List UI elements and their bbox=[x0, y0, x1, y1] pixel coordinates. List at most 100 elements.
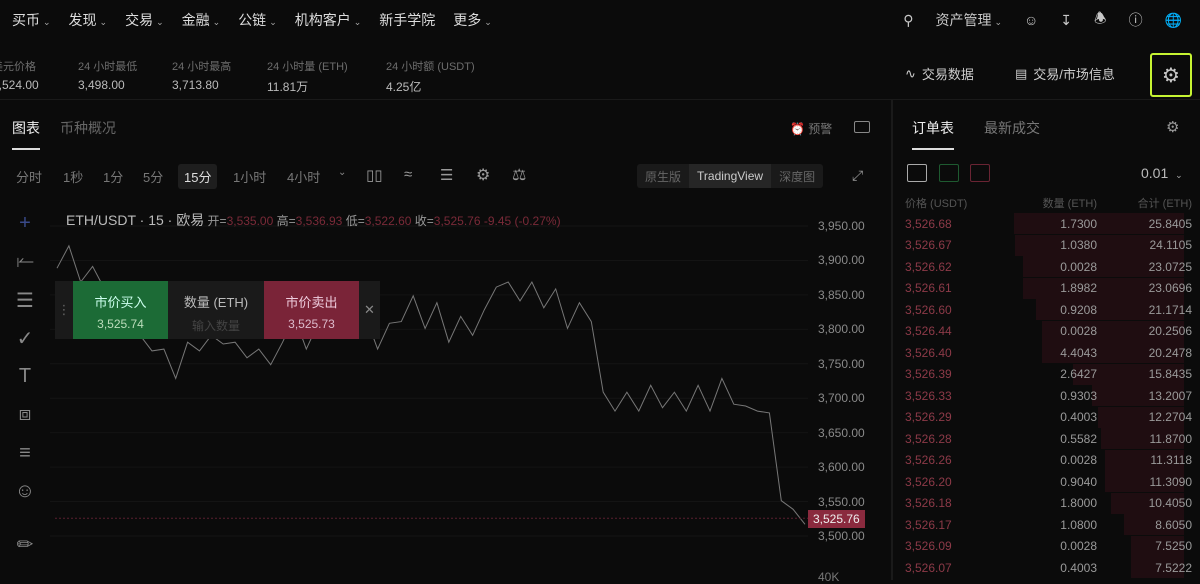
orderbook-row[interactable]: 3,526.62 0.0028 23.0725 bbox=[905, 256, 1192, 278]
interval-1[interactable]: 1秒 bbox=[63, 170, 84, 185]
nav-item[interactable]: 金融 ⌄ bbox=[181, 12, 221, 28]
search-icon[interactable]: ⚲ bbox=[903, 11, 914, 28]
depth-bar bbox=[1100, 428, 1184, 450]
orderbook-row[interactable]: 3,526.28 0.5582 11.8700 bbox=[905, 428, 1192, 450]
projection-icon[interactable]: ≡ bbox=[19, 442, 31, 464]
nav-item[interactable]: 新手学院 bbox=[379, 12, 436, 28]
orderbook-row[interactable]: 3,526.68 1.7300 25.8405 bbox=[905, 213, 1192, 235]
interval-0[interactable]: 分时 bbox=[16, 170, 43, 185]
orderbook-row[interactable]: 3,526.60 0.9208 21.1714 bbox=[905, 299, 1192, 321]
stat-item: 24 小时最低 3,498.00 bbox=[78, 61, 138, 92]
bell-icon[interactable]: 🕭 bbox=[1094, 10, 1107, 26]
depth-bar bbox=[1104, 449, 1184, 471]
market-sell-button[interactable]: 市价卖出 3,525.73 bbox=[264, 281, 359, 339]
tick-size-dropdown[interactable]: 0.01 ⌄ bbox=[1141, 165, 1183, 181]
interval-4[interactable]: 15分 bbox=[178, 164, 218, 189]
interval-2[interactable]: 1分 bbox=[103, 170, 124, 185]
orderbook-row[interactable]: 3,526.39 2.6427 15.8435 bbox=[905, 363, 1192, 386]
y-axis-label: 3,950.00 bbox=[818, 219, 865, 233]
nav-item[interactable]: 机构客户 ⌄ bbox=[294, 12, 362, 28]
text-icon[interactable]: T bbox=[18, 365, 32, 387]
chevron-down-icon: ⌄ bbox=[156, 17, 164, 27]
nav-item[interactable]: 公链 ⌄ bbox=[238, 12, 277, 28]
orderbook-row[interactable]: 3,526.29 0.4003 12.2704 bbox=[905, 406, 1192, 429]
help-icon[interactable]: ⓘ bbox=[1128, 12, 1143, 28]
download-icon[interactable]: ↧ bbox=[1060, 11, 1073, 28]
nav-item[interactable]: 交易 ⌄ bbox=[125, 12, 164, 28]
orderbook-row[interactable]: 3,526.20 0.9040 11.3090 bbox=[905, 471, 1192, 493]
y-axis-label: 3,650.00 bbox=[818, 425, 865, 440]
view-option[interactable]: 原生版 bbox=[645, 169, 682, 184]
top-nav: 买币 ⌄ 发现 ⌄ 交易 ⌄ 金融 ⌄ 公链 ⌄ 机构客户 ⌄ 新手学院 更多 ⌄ bbox=[0, 0, 1200, 40]
quantity-input[interactable]: 数量 (ETH) 输入数量 bbox=[183, 295, 249, 333]
orderbook-row[interactable]: 3,526.18 1.8000 10.4050 bbox=[905, 492, 1192, 515]
price-chart[interactable] bbox=[0, 200, 890, 580]
interval-3[interactable]: 5分 bbox=[143, 170, 164, 185]
scale-icon[interactable]: ⚖ bbox=[512, 167, 527, 184]
crosshair-icon[interactable]: + bbox=[19, 212, 31, 234]
interval-5[interactable]: 1小时 bbox=[233, 170, 267, 185]
chevron-down-icon: ⌄ bbox=[1175, 170, 1183, 180]
orderbook-row[interactable]: 3,526.33 0.9303 13.2007 bbox=[905, 385, 1192, 407]
price-line bbox=[56, 244, 806, 525]
asks-only-icon[interactable] bbox=[970, 164, 990, 182]
chart-legend: ETH/USDT · 15 · 欧易 开=3,535.00 高=3,536.93… bbox=[66, 212, 561, 228]
fib-icon[interactable]: ☰ bbox=[16, 290, 34, 312]
orderbook-header: 价格 (USDT) 数量 (ETH) 合计 (ETH) bbox=[905, 197, 1192, 210]
globe-icon[interactable]: 🌐 bbox=[1164, 11, 1182, 28]
divider bbox=[0, 99, 1200, 100]
drag-handle-icon[interactable]: ⋮ bbox=[57, 302, 71, 317]
depth-bar bbox=[1035, 299, 1184, 321]
chevron-down-icon: ⌄ bbox=[43, 17, 51, 27]
emoji-icon[interactable]: ☺ bbox=[14, 480, 36, 502]
bids-only-icon[interactable] bbox=[939, 164, 959, 182]
tab-overview[interactable]: 币种概况 bbox=[60, 120, 116, 136]
orderbook-row[interactable]: 3,526.09 0.0028 7.5250 bbox=[905, 535, 1192, 558]
market-buy-button[interactable]: 市价买入 3,525.74 bbox=[73, 281, 168, 339]
quick-trade-panel: ⋮ 市价买入 3,525.74 数量 (ETH) 输入数量 市价卖出 3,525.73… bbox=[55, 281, 380, 339]
chevron-down-icon: ⌄ bbox=[99, 17, 108, 27]
view-switch: 原生版 TradingView 深度图 bbox=[637, 164, 824, 188]
tab-orderbook[interactable]: 订单表 bbox=[912, 118, 954, 150]
orderbook-row[interactable]: 3,526.17 1.0800 8.6050 bbox=[905, 514, 1192, 536]
market-info-button[interactable]: ▤ 交易/市场信息 bbox=[1015, 65, 1115, 83]
close-icon[interactable]: ✕ bbox=[364, 302, 375, 317]
both-sides-icon[interactable] bbox=[907, 164, 927, 182]
orderbook-row[interactable]: 3,526.44 0.0028 20.2506 bbox=[905, 320, 1192, 343]
interval-dropdown-icon[interactable]: ⌄ bbox=[338, 167, 347, 178]
nav-item[interactable]: 发现 ⌄ bbox=[68, 12, 108, 28]
trade-data-button[interactable]: ∿ 交易数据 bbox=[905, 65, 974, 83]
brush-icon[interactable]: ✓ bbox=[16, 328, 34, 350]
orderbook-row[interactable]: 3,526.40 4.4043 20.2478 bbox=[905, 342, 1192, 364]
tab-chart[interactable]: 图表 bbox=[12, 118, 40, 150]
trendline-icon[interactable]: ⥒ bbox=[16, 250, 34, 272]
depth-bar bbox=[1098, 406, 1184, 428]
user-icon[interactable]: ☺ bbox=[1024, 12, 1039, 28]
assets-menu[interactable]: 资产管理 ⌄ bbox=[935, 12, 1002, 28]
view-option[interactable]: 深度图 bbox=[779, 169, 816, 184]
y-axis-label: 3,900.00 bbox=[818, 253, 865, 268]
depth-bar bbox=[1131, 535, 1184, 557]
orderbook-row[interactable]: 3,526.07 0.4003 7.5222 bbox=[905, 557, 1192, 579]
chart-settings-icon[interactable]: ⚙ bbox=[476, 167, 491, 184]
alert-button[interactable]: ⏰ 预警 bbox=[790, 122, 833, 136]
fullscreen-icon[interactable] bbox=[854, 121, 870, 133]
view-option[interactable]: TradingView bbox=[689, 164, 772, 188]
pattern-icon[interactable]: ⧈ bbox=[18, 403, 32, 425]
ruler-icon[interactable]: ✏ bbox=[16, 534, 34, 556]
list-icon[interactable]: ☰ bbox=[440, 167, 454, 184]
orderbook-row[interactable]: 3,526.26 0.0028 11.3118 bbox=[905, 449, 1192, 472]
chevron-down-icon: ⌄ bbox=[212, 17, 221, 27]
filter-icon[interactable]: ⚙ bbox=[1166, 119, 1180, 136]
indicators-icon[interactable]: ≈ bbox=[404, 166, 413, 183]
nav-item[interactable]: 买币 ⌄ bbox=[12, 12, 51, 28]
interval-6[interactable]: 4小时 bbox=[287, 170, 321, 185]
expand-icon[interactable]: ⤢ bbox=[852, 167, 864, 183]
orderbook-row[interactable]: 3,526.61 1.8982 23.0696 bbox=[905, 277, 1192, 300]
nav-item[interactable]: 更多 ⌄ bbox=[453, 12, 492, 28]
settings-button[interactable]: ⚙ bbox=[1150, 53, 1192, 97]
candle-type-icon[interactable]: ▯▯ bbox=[366, 167, 383, 184]
orderbook-row[interactable]: 3,526.67 1.0380 24.1105 bbox=[905, 234, 1192, 257]
depth-bar bbox=[1073, 363, 1184, 385]
tab-trades[interactable]: 最新成交 bbox=[984, 120, 1040, 136]
